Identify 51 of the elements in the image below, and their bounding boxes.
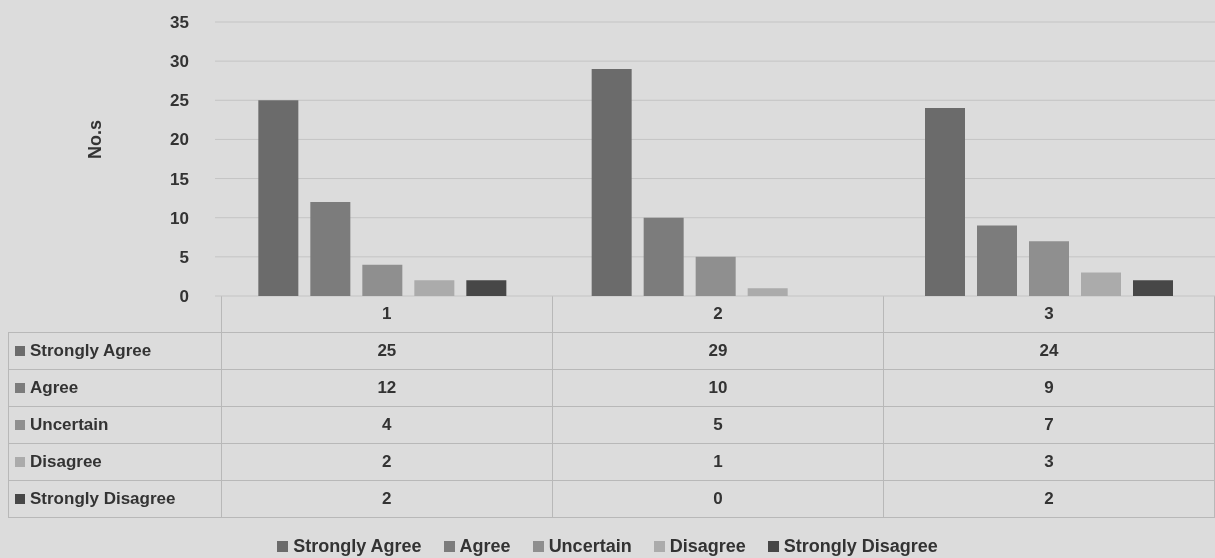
data-label: 1 — [552, 443, 884, 481]
bar — [643, 217, 684, 296]
text: Agree — [30, 378, 79, 397]
data-label: 3 — [883, 443, 1215, 481]
bar — [258, 100, 299, 296]
data-label: 7 — [883, 406, 1215, 444]
legend-label: Agree — [458, 536, 511, 557]
data-label: 0 — [552, 480, 884, 518]
data-label: 24 — [883, 332, 1215, 370]
y-tick-label: 0 — [179, 287, 189, 307]
data-label: 10 — [552, 369, 884, 407]
bar — [414, 280, 455, 296]
bar — [591, 68, 632, 296]
text: Strongly Disagree — [30, 489, 176, 508]
legend-label: Disagree — [668, 536, 746, 557]
bar — [925, 108, 965, 296]
y-tick-label: 30 — [170, 52, 189, 72]
y-tick-label: 35 — [170, 13, 189, 33]
data-label: 5 — [552, 406, 884, 444]
x-tick-label: 1 — [221, 296, 553, 333]
bar — [466, 280, 507, 296]
bar — [695, 256, 736, 296]
y-tick-label: 25 — [170, 91, 189, 111]
x-tick-label: 2 — [552, 296, 884, 333]
bar — [977, 225, 1017, 296]
data-label: 9 — [883, 369, 1215, 407]
legend-label: Strongly Disagree — [782, 536, 938, 557]
x-tick-label: 3 — [883, 296, 1215, 333]
text: Disagree — [30, 452, 102, 471]
y-axis-title: No.s — [85, 119, 106, 159]
y-tick-label: 5 — [179, 247, 189, 267]
data-label: 2 — [883, 480, 1215, 518]
bar — [310, 202, 351, 296]
y-tick-label: 20 — [170, 130, 189, 150]
bar — [1133, 280, 1173, 296]
y-tick-label: 15 — [170, 169, 189, 189]
data-label: 12 — [221, 369, 553, 407]
data-label: 4 — [221, 406, 553, 444]
text: Strongly Agree — [293, 536, 422, 556]
bar — [1029, 241, 1069, 296]
data-label: 2 — [221, 480, 553, 518]
bar — [1081, 272, 1121, 296]
bar — [747, 288, 788, 296]
text: Uncertain — [30, 415, 109, 434]
data-label: 29 — [552, 332, 884, 370]
data-label: 2 — [221, 443, 553, 481]
legend-label: Strongly Agree — [29, 341, 153, 361]
bar — [362, 264, 403, 296]
legend-label: Uncertain — [547, 536, 632, 557]
y-tick-label: 10 — [170, 208, 189, 228]
data-label: 25 — [221, 332, 553, 370]
